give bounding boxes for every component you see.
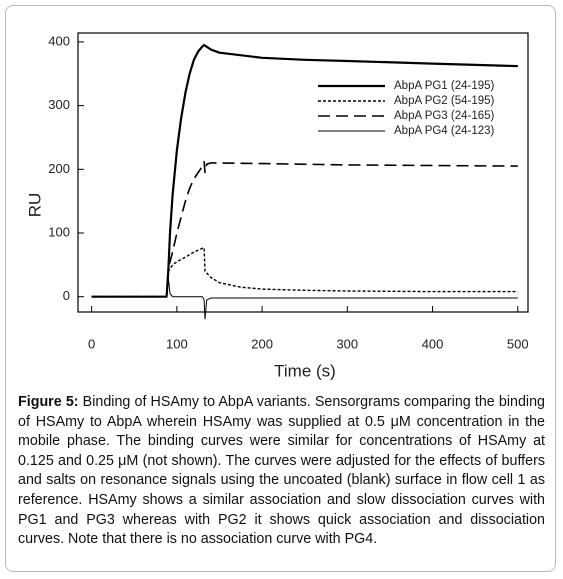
- x-tick-label: 100: [166, 336, 188, 351]
- x-tick-label: 500: [507, 336, 529, 351]
- x-tick-label: 300: [336, 336, 358, 351]
- chart: Time (s) RU 0 100 200 300 400 500 0 100 200 300 40…: [25, 32, 529, 380]
- x-tick-label: 0: [88, 336, 95, 351]
- legend-label: AbpA PG2 (54-195): [394, 95, 495, 107]
- caption-text: Binding of HSAmy to AbpA variants. Senso…: [18, 394, 545, 548]
- caption-label: Figure 5:: [18, 394, 79, 410]
- y-tick-label: 400: [48, 33, 70, 48]
- series-line: [91, 277, 518, 320]
- y-tick-label: 0: [63, 288, 70, 303]
- y-tick-label: 200: [48, 161, 70, 176]
- series-line: [91, 247, 518, 298]
- y-axis-title: RU: [25, 193, 44, 218]
- legend-label: AbpA PG3 (24-165): [394, 110, 495, 122]
- figure-frame: [5, 5, 556, 572]
- y-tick-label: 300: [48, 97, 70, 112]
- caption: Figure 5: Binding of HSAmy to AbpA varia…: [18, 393, 545, 550]
- series-line: [91, 44, 518, 298]
- x-tick-label: 400: [422, 336, 444, 351]
- y-tick-label: 100: [48, 224, 70, 239]
- legend-label: AbpA PG1 (24-195): [394, 80, 495, 92]
- plot-frame: [77, 32, 529, 313]
- x-tick-label: 200: [251, 336, 273, 351]
- legend-label: AbpA PG4 (24-123): [394, 125, 495, 137]
- x-axis-title: Time (s): [274, 361, 336, 380]
- series-line: [91, 160, 518, 298]
